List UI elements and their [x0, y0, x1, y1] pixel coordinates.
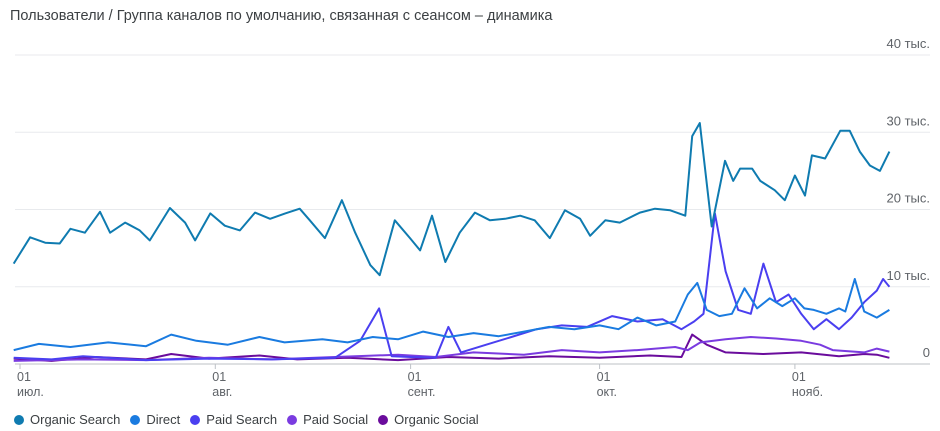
chart-title: Пользователи / Группа каналов по умолчан…: [10, 8, 553, 24]
legend-item-paid-social[interactable]: Paid Social: [287, 412, 368, 427]
legend-item-paid-search[interactable]: Paid Search: [190, 412, 277, 427]
series-line-direct: [13, 278, 890, 352]
legend-label: Paid Search: [206, 412, 278, 427]
series-line-paid-search: [13, 212, 891, 362]
legend-dot-icon: [287, 414, 298, 425]
series-line-organic-social: [13, 333, 890, 362]
legend-label: Organic Search: [30, 412, 121, 427]
x-tick-day: 01: [792, 370, 806, 384]
x-tick-day: 01: [597, 370, 611, 384]
x-tick-day: 01: [17, 370, 31, 384]
x-tick-month: окт.: [597, 385, 617, 399]
legend-dot-icon: [130, 414, 141, 425]
legend-dot-icon: [378, 414, 389, 425]
x-tick-month: сент.: [408, 385, 436, 399]
legend-item-organic-social[interactable]: Organic Social: [378, 412, 479, 427]
y-tick-label: 40 тыс.: [887, 36, 930, 51]
y-tick-label: 10 тыс.: [887, 268, 930, 283]
x-tick-day: 01: [408, 370, 422, 384]
x-tick-month: июл.: [17, 385, 44, 399]
x-tick-day: 01: [212, 370, 226, 384]
x-tick-month: нояб.: [792, 385, 823, 399]
legend-item-organic-search[interactable]: Organic Search: [14, 412, 120, 427]
y-tick-label: 20 тыс.: [887, 191, 930, 206]
legend: Organic Search Direct Paid Search Paid Soci…: [14, 412, 479, 427]
legend-label: Direct: [146, 412, 181, 427]
y-tick-label: 30 тыс.: [887, 113, 930, 128]
legend-label: Organic Social: [394, 412, 479, 427]
legend-dot-icon: [190, 414, 201, 425]
y-tick-label: 0: [923, 345, 930, 360]
x-tick-month: авг.: [212, 385, 232, 399]
legend-item-direct[interactable]: Direct: [130, 412, 180, 427]
legend-label: Paid Social: [303, 412, 369, 427]
legend-dot-icon: [14, 414, 24, 425]
series-line-organic-search: [12, 122, 891, 277]
line-chart: 010 тыс.20 тыс.30 тыс.40 тыс.01июл.01авг…: [12, 36, 930, 399]
